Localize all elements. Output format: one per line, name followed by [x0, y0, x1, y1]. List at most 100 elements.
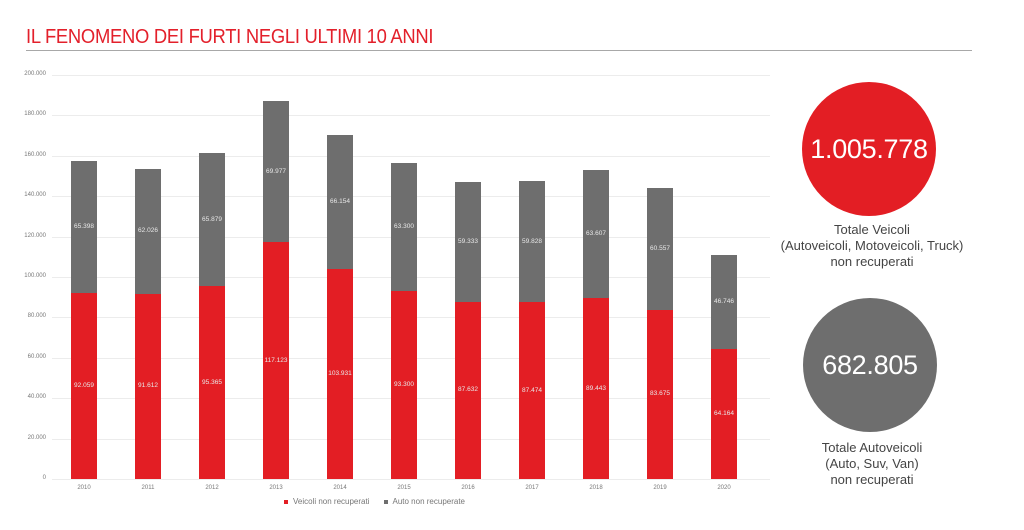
segment-value-label: 66.154 — [330, 198, 350, 206]
y-axis-tick-label: 0 — [42, 475, 46, 481]
bar-segment-veicoli: 89.443 — [583, 298, 609, 479]
y-axis-tick-label: 20.000 — [27, 434, 46, 441]
total-cars-caption: Totale Autoveicoli (Auto, Suv, Van) non … — [770, 440, 974, 488]
segment-value-label: 46.746 — [714, 298, 734, 306]
y-axis-tick-label: 120.000 — [24, 232, 46, 239]
x-axis-tick-label: 2019 — [653, 485, 667, 491]
caption-line: (Auto, Suv, Van) — [825, 456, 919, 471]
total-cars-circle: 682.805 — [803, 298, 937, 432]
bar-2010: 65.398 92.059 — [71, 160, 97, 479]
bar-segment-veicoli: 95.365 — [199, 286, 225, 479]
bar-segment-auto: 65.879 — [199, 153, 225, 287]
bar-segment-veicoli: 83.675 — [647, 309, 673, 479]
bar-segment-veicoli: 103.931 — [327, 269, 353, 479]
x-axis-tick-label: 2017 — [525, 485, 539, 491]
segment-value-label: 63.607 — [586, 230, 606, 238]
bar-2012: 65.879 95.365 — [199, 153, 225, 479]
bar-segment-auto: 63.607 — [583, 169, 609, 299]
x-axis-tick-label: 2016 — [461, 485, 475, 491]
caption-line: Totale Veicoli — [834, 222, 910, 237]
bar-segment-auto: 60.557 — [647, 187, 673, 310]
segment-value-label: 87.632 — [458, 386, 478, 394]
y-axis-tick-label: 160.000 — [24, 151, 46, 158]
segment-value-label: 87.474 — [522, 386, 542, 394]
page-title: IL FENOMENO DEI FURTI NEGLI ULTIMI 10 AN… — [26, 26, 434, 48]
x-axis-tick-label: 2018 — [589, 485, 603, 491]
bar-2017: 59.828 87.474 — [519, 181, 545, 479]
y-axis-tick-label: 100.000 — [24, 273, 46, 279]
segment-value-label: 89.443 — [586, 384, 606, 392]
segment-value-label: 117.123 — [264, 356, 288, 364]
bar-segment-auto: 69.977 — [263, 101, 289, 243]
segment-value-label: 95.365 — [202, 378, 222, 386]
segment-value-label: 63.300 — [394, 222, 414, 230]
segment-value-label: 92.059 — [74, 381, 94, 389]
y-axis-tick-label: 80.000 — [27, 313, 46, 320]
bar-segment-auto: 66.154 — [327, 135, 353, 270]
legend-item-auto: Auto non recuperate — [383, 497, 466, 506]
segment-value-label: 59.333 — [458, 238, 478, 246]
x-axis-tick-label: 2013 — [269, 485, 283, 491]
y-axis-tick-label: 200.000 — [24, 71, 46, 77]
bar-segment-auto: 59.828 — [519, 181, 545, 303]
legend-label: Veicoli non recuperati — [293, 497, 370, 506]
title-divider — [26, 50, 972, 51]
total-vehicles-circle: 1.005.778 — [802, 82, 936, 216]
segment-value-label: 65.398 — [74, 222, 94, 230]
bar-segment-auto: 62.026 — [135, 168, 161, 294]
x-axis-tick-label: 2011 — [141, 485, 155, 491]
gridline — [52, 115, 770, 117]
segment-value-label: 59.828 — [522, 237, 542, 245]
caption-line: non recuperati — [830, 472, 914, 487]
x-axis-tick-label: 2010 — [77, 485, 91, 491]
segment-value-label: 65.879 — [202, 215, 222, 223]
bar-segment-auto: 65.398 — [71, 160, 97, 294]
caption-line: Totale Autoveicoli — [821, 440, 923, 455]
bar-segment-auto: 59.333 — [455, 182, 481, 302]
segment-value-label: 60.557 — [650, 244, 670, 252]
bar-segment-veicoli: 87.632 — [455, 301, 481, 479]
bar-2011: 62.026 91.612 — [135, 168, 161, 479]
y-axis-tick-label: 180.000 — [24, 111, 46, 118]
total-vehicles-caption: Totale Veicoli (Autoveicoli, Motoveicoli… — [770, 222, 974, 270]
stacked-bar-chart: 0 20.000 40.000 60.000 80.000 100.000 120.000 1… — [24, 71, 770, 491]
x-axis-tick-label: 2014 — [333, 485, 347, 491]
y-axis-tick-label: 40.000 — [27, 394, 46, 401]
bar-2019: 60.557 83.675 — [647, 187, 673, 479]
bar-2014: 66.154 103.931 — [327, 135, 353, 479]
bar-segment-veicoli: 87.474 — [519, 302, 545, 479]
chart-legend: Veicoli non recuperati Auto non recupera… — [284, 497, 465, 506]
bar-2016: 59.333 87.632 — [455, 182, 481, 479]
bar-2015: 63.300 93.300 — [391, 162, 417, 479]
bar-segment-veicoli: 93.300 — [391, 290, 417, 479]
legend-swatch-red — [284, 499, 288, 504]
gridline — [52, 479, 770, 480]
segment-value-label: 69.977 — [266, 167, 286, 175]
x-axis-tick-label: 2020 — [717, 485, 731, 491]
bar-segment-veicoli: 117.123 — [263, 242, 289, 479]
bar-segment-veicoli: 92.059 — [71, 293, 97, 479]
legend-item-veicoli: Veicoli non recuperati — [284, 497, 370, 506]
gridline — [52, 155, 770, 157]
x-axis-tick-label: 2012 — [205, 485, 219, 491]
y-axis-tick-label: 60.000 — [27, 353, 46, 360]
caption-line: (Autoveicoli, Motoveicoli, Truck) — [780, 238, 964, 253]
y-axis-tick-label: 140.000 — [24, 192, 46, 199]
segment-value-label: 91.612 — [138, 382, 158, 390]
bar-2013: 69.977 117.123 — [263, 101, 289, 479]
segment-value-label: 93.300 — [394, 380, 414, 388]
caption-line: non recuperati — [830, 254, 914, 269]
segment-value-label: 83.675 — [650, 390, 670, 398]
total-vehicles-value: 1.005.778 — [810, 133, 928, 164]
gridline — [52, 75, 770, 76]
segment-value-label: 103.931 — [328, 370, 352, 378]
x-axis-tick-label: 2015 — [397, 485, 411, 491]
legend-swatch-grey — [383, 499, 388, 504]
segment-value-label: 64.164 — [714, 410, 734, 418]
segment-value-label: 62.026 — [138, 227, 158, 235]
legend-label: Auto non recuperate — [392, 497, 466, 506]
bar-segment-auto: 46.746 — [711, 254, 737, 350]
bar-2018: 63.607 89.443 — [583, 169, 609, 479]
bar-segment-veicoli: 64.164 — [711, 349, 737, 479]
bar-segment-veicoli: 91.612 — [135, 293, 161, 479]
